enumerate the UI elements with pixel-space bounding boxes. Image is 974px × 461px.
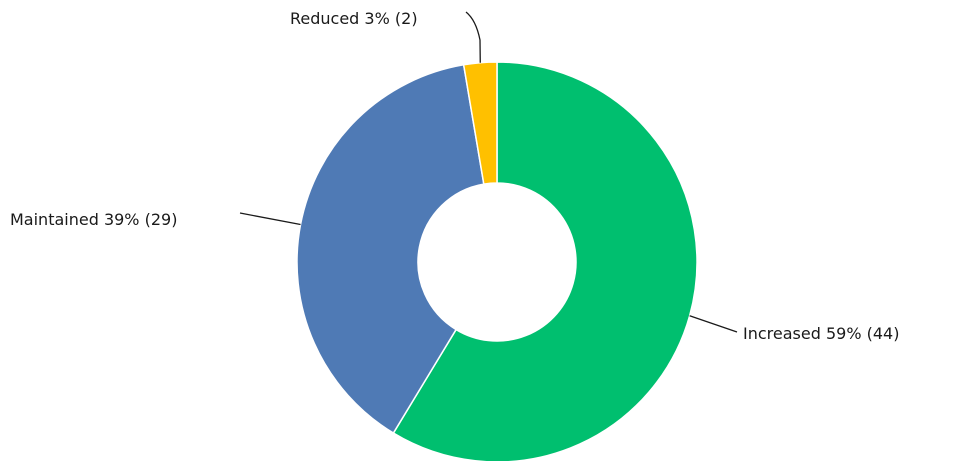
data-label-reduced: Reduced 3% (2) — [290, 9, 418, 28]
leader-lines — [239, 11, 738, 333]
leader-line-maintained — [239, 212, 301, 226]
leader-line-reduced — [465, 11, 481, 63]
slice-increased — [392, 61, 698, 461]
data-label-increased: Increased 59% (44) — [743, 324, 899, 343]
slice-reduced — [462, 61, 498, 185]
leader-line-increased — [689, 315, 738, 333]
data-labels: Increased 59% (44) Maintained 39% (29) R… — [10, 9, 899, 343]
donut-slices — [296, 61, 698, 461]
slice-maintained — [296, 63, 485, 435]
data-label-maintained: Maintained 39% (29) — [10, 210, 177, 229]
